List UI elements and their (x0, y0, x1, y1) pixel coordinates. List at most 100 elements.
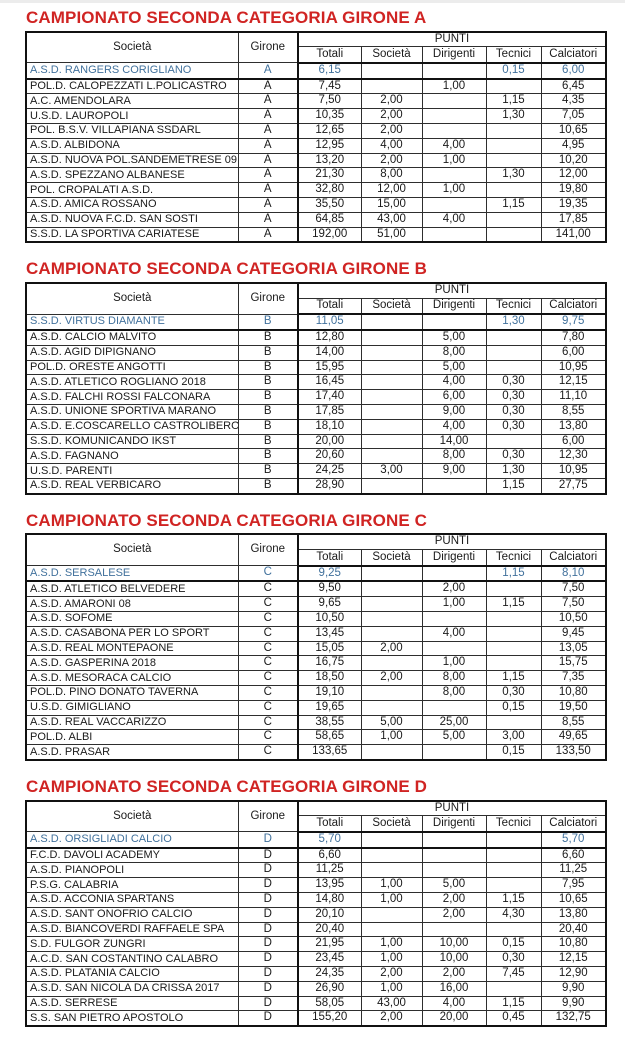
column-header-totali: Totali (297, 549, 362, 567)
punti-totali-cell: 192,00 (297, 226, 362, 243)
punti-tecnici-cell (485, 847, 542, 864)
table-row: POL.D. PINO DONATO TAVERNA C 19,10 8,00 … (25, 685, 607, 701)
column-header-dirigenti: Dirigenti (421, 297, 487, 316)
table-row: A.S.D. ACCONIA SPARTANS D 14,80 1,00 2,0… (25, 892, 607, 908)
societa-cell: A.S.D. RANGERS CORIGLIANO (25, 62, 239, 80)
column-header-tecnici: Tecnici (485, 549, 542, 567)
punti-societa-cell: 3,00 (360, 463, 423, 480)
girone-cell: D (237, 921, 299, 938)
punti-dirigenti-cell: 5,00 (421, 877, 487, 894)
punti-tecnici-cell: 7,45 (485, 966, 542, 982)
punti-totali-cell: 58,05 (297, 995, 362, 1012)
table-row: POL.D. ORESTE ANGOTTI B 15,95 5,00 10,95 (25, 359, 607, 376)
section-title-girone-d: CAMPIONATO SECONDA CATEGORIA GIRONE D (26, 777, 428, 797)
girone-cell: B (237, 359, 299, 376)
punti-dirigenti-cell: 5,00 (421, 729, 487, 746)
punti-calciatori-cell: 7,35 (540, 670, 607, 687)
table-row: A.S.D. REAL MONTEPAONE C 15,05 2,00 13,0… (25, 640, 607, 657)
punti-calciatori-cell: 7,80 (540, 329, 607, 346)
societa-cell: A.S.D. BIANCOVERDI RAFFAELE SPA (25, 921, 239, 938)
societa-cell: A.S.D. PLATANIA CALCIO (25, 966, 239, 982)
punti-tecnici-cell (485, 625, 542, 642)
punti-societa-cell (360, 62, 423, 80)
punti-tecnici-cell (485, 182, 542, 199)
punti-calciatori-cell: 12,15 (540, 951, 607, 968)
punti-dirigenti-cell (421, 640, 487, 657)
girone-cell: A (237, 108, 299, 125)
girone-cell: C (237, 714, 299, 731)
punti-dirigenti-cell: 4,00 (421, 374, 487, 391)
punti-calciatori-cell: 7,05 (540, 108, 607, 125)
societa-cell: S.S.D. LA SPORTIVA CARIATESE (25, 226, 239, 243)
punti-dirigenti-cell (421, 197, 487, 213)
punti-societa-cell: 8,00 (360, 167, 423, 184)
page-top-shade (0, 0, 625, 3)
punti-totali-cell: 7,50 (297, 93, 362, 110)
girone-cell: C (237, 596, 299, 613)
punti-totali-cell: 14,00 (297, 344, 362, 361)
punti-calciatori-cell: 6,00 (540, 62, 607, 80)
table-row: A.S.D. UNIONE SPORTIVA MARANO B 17,85 9,… (25, 404, 607, 420)
girone-cell: C (237, 640, 299, 657)
punti-totali-cell: 133,65 (297, 744, 362, 761)
societa-cell: A.S.D. NUOVA F.C.D. SAN SOSTI (25, 211, 239, 228)
societa-cell: A.S.D. CASABONA PER LO SPORT (25, 625, 239, 642)
punti-dirigenti-cell: 1,00 (421, 182, 487, 199)
punti-societa-cell (360, 389, 423, 406)
section-girone-c: CAMPIONATO SECONDA CATEGORIA GIRONE C So… (25, 511, 625, 762)
punti-societa-cell (360, 433, 423, 450)
punti-calciatori-cell: 15,75 (540, 655, 607, 672)
societa-cell: A.S.D. AMICA ROSSANO (25, 197, 239, 213)
column-header-calciatori: Calciatori (540, 549, 607, 567)
punti-calciatori-cell: 7,95 (540, 877, 607, 894)
punti-calciatori-cell: 10,65 (540, 892, 607, 908)
societa-cell: A.S.D. SAN NICOLA DA CRISSA 2017 (25, 980, 239, 997)
punti-tecnici-cell (485, 980, 542, 997)
section-girone-d: CAMPIONATO SECONDA CATEGORIA GIRONE D So… (25, 777, 625, 1028)
table-row: A.S.D. NUOVA POL.SANDEMETRESE 09 A 13,20… (25, 152, 607, 169)
punti-societa-cell: 1,00 (360, 936, 423, 953)
societa-cell: POL. CROPALATI A.S.D. (25, 182, 239, 199)
punti-calciatori-cell: 12,15 (540, 374, 607, 391)
punti-totali-cell: 7,45 (297, 78, 362, 95)
punti-calciatori-cell: 27,75 (540, 478, 607, 495)
punti-totali-cell: 28,90 (297, 478, 362, 495)
punti-societa-cell (360, 847, 423, 864)
girone-cell: D (237, 966, 299, 982)
punti-calciatori-cell: 10,80 (540, 685, 607, 701)
punti-tecnici-cell: 1,15 (485, 892, 542, 908)
girone-cell: A (237, 211, 299, 228)
column-header-dirigenti: Dirigenti (421, 46, 487, 64)
punti-totali-cell: 14,80 (297, 892, 362, 908)
punti-totali-cell: 16,75 (297, 655, 362, 672)
punti-societa-cell (360, 565, 423, 583)
punti-societa-cell (360, 344, 423, 361)
punti-tecnici-cell: 1,15 (485, 197, 542, 213)
punti-calciatori-cell: 4,35 (540, 93, 607, 110)
punti-societa-cell (360, 329, 423, 346)
societa-cell: A.S.D. FAGNANO (25, 448, 239, 465)
punti-totali-cell: 9,65 (297, 596, 362, 613)
punti-calciatori-cell: 133,50 (540, 744, 607, 761)
punti-calciatori-cell: 7,50 (540, 580, 607, 598)
punti-calciatori-cell: 6,45 (540, 78, 607, 95)
societa-cell: A.S.D. UNIONE SPORTIVA MARANO (25, 404, 239, 420)
punti-calciatori-cell: 141,00 (540, 226, 607, 243)
standings-table-girone-b: Società Girone PUNTI Totali Società Diri… (25, 281, 607, 495)
punti-societa-cell (360, 359, 423, 376)
girone-cell: D (237, 980, 299, 997)
punti-calciatori-cell: 8,10 (540, 565, 607, 583)
punti-societa-cell (360, 906, 423, 923)
punti-calciatori-cell: 6,00 (540, 344, 607, 361)
punti-totali-cell: 19,65 (297, 699, 362, 716)
table-row: S.S.D. LA SPORTIVA CARIATESE A 192,00 51… (25, 226, 607, 243)
girone-cell: C (237, 699, 299, 716)
societa-cell: A.C. AMENDOLARA (25, 93, 239, 110)
societa-cell: A.S.D. PIANOPOLI (25, 862, 239, 879)
table-row: A.S.D. SANT ONOFRIO CALCIO D 20,10 2,00 … (25, 906, 607, 923)
punti-dirigenti-cell (421, 313, 487, 332)
punti-societa-cell: 12,00 (360, 182, 423, 199)
table-row: A.S.D. BIANCOVERDI RAFFAELE SPA D 20,40 … (25, 921, 607, 938)
girone-cell: D (237, 906, 299, 923)
table-row: A.S.D. SOFOME C 10,50 10,50 (25, 611, 607, 627)
